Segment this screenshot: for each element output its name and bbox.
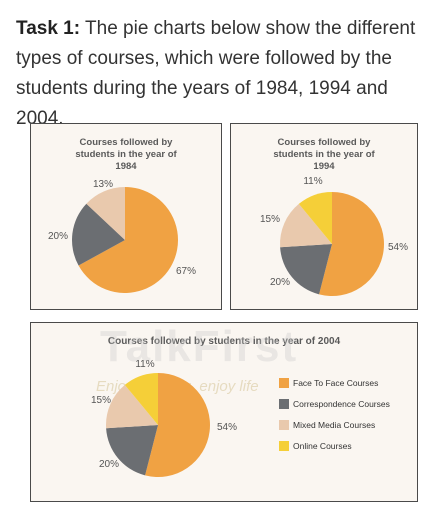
pie-slice	[124, 373, 158, 425]
pie-slice	[106, 425, 158, 476]
legend-label: Face To Face Courses	[293, 378, 379, 388]
slice-label: 11%	[303, 176, 322, 187]
chart-title-line: Courses followed by	[79, 137, 173, 148]
chart-title-line: Courses followed by	[277, 137, 371, 148]
slice-label: 20%	[48, 231, 68, 242]
chart-title-line: students in the year of	[75, 149, 177, 160]
legend-item: Correspondence Courses	[279, 398, 429, 412]
task-description: Task 1: The pie charts below show the di…	[16, 14, 436, 134]
chart-title-line: Courses followed by students in the year…	[107, 336, 341, 347]
pie-slice	[86, 187, 125, 240]
slice-label: 67%	[176, 266, 196, 277]
chart-title-line: 1984	[115, 161, 137, 172]
slice-label: 15%	[260, 214, 280, 225]
slice-label: 11%	[135, 359, 154, 370]
chart-title-line: students in the year of	[273, 149, 375, 160]
chart-title-line: 1994	[313, 161, 335, 172]
task-text: The pie charts below show the different …	[16, 18, 416, 129]
slice-label: 20%	[270, 277, 290, 288]
slice-label: 20%	[99, 459, 119, 470]
legend-label: Correspondence Courses	[293, 399, 390, 409]
legend-label: Online Courses	[293, 441, 352, 451]
chart-title-1994: Courses followed by students in the year…	[231, 137, 417, 173]
legend-item: Mixed Media Courses	[279, 419, 429, 433]
slice-label: 13%	[93, 179, 113, 190]
chart-panel-2004: Courses followed by students in the year…	[30, 322, 418, 502]
slice-label: 15%	[91, 395, 111, 406]
watermark-brand: TalkFirst	[100, 322, 299, 371]
pie-slice	[145, 373, 210, 477]
slice-label: 54%	[388, 242, 408, 253]
pie-slice	[72, 203, 125, 266]
task-label: Task 1:	[16, 18, 81, 39]
legend-swatch	[279, 399, 289, 409]
legend-item: Face To Face Courses	[279, 377, 429, 391]
slice-label: 54%	[217, 422, 237, 433]
pie-slice	[280, 244, 332, 295]
legend-swatch	[279, 420, 289, 430]
chart-title-1984: Courses followed by students in the year…	[31, 137, 221, 173]
pie-slice	[106, 384, 158, 429]
pie-slice	[78, 187, 178, 293]
pie-slice	[298, 192, 332, 244]
chart-title-2004: Courses followed by students in the year…	[31, 336, 417, 348]
legend-swatch	[279, 378, 289, 388]
legend-swatch	[279, 441, 289, 451]
legend-label: Mixed Media Courses	[293, 420, 376, 430]
pie-slice	[319, 192, 384, 297]
pie-slice	[279, 203, 332, 248]
legend-item: Online Courses	[279, 440, 429, 454]
